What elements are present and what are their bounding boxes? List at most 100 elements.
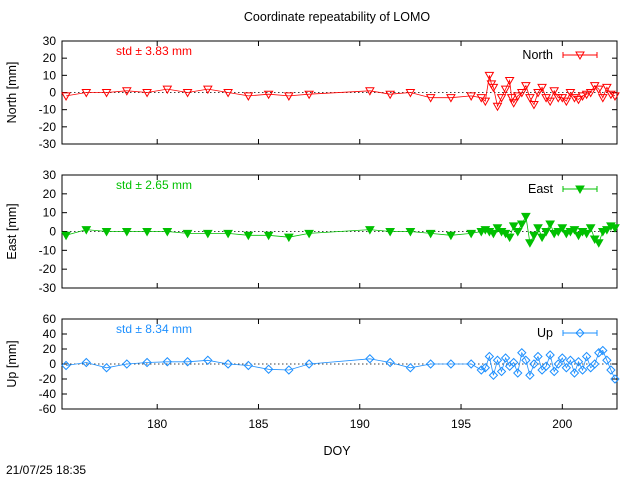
data-point xyxy=(525,370,535,380)
data-point xyxy=(182,89,193,98)
data-point xyxy=(602,83,612,93)
data-point xyxy=(593,239,604,248)
data-point xyxy=(476,365,486,375)
data-point xyxy=(508,99,519,108)
x-tick-label: 185 xyxy=(248,417,268,431)
data-point xyxy=(516,89,527,98)
data-point xyxy=(162,357,173,367)
y-tick-label: 40 xyxy=(43,327,57,341)
data-point xyxy=(585,224,596,233)
data-point xyxy=(283,92,294,101)
data-point xyxy=(533,224,543,233)
data-point xyxy=(243,231,254,241)
y-tick-label: -10 xyxy=(39,103,57,117)
data-point xyxy=(492,102,503,112)
data-point xyxy=(508,222,519,231)
x-axis-label: DOY xyxy=(323,444,351,458)
chart-panels: -30 -20 -10 0 10 20 30 North [mm] std ± 3.83 mm N… xyxy=(5,34,620,431)
data-point xyxy=(520,212,531,222)
data-point xyxy=(405,228,416,237)
data-point xyxy=(466,92,477,101)
data-point xyxy=(521,355,531,365)
data-point xyxy=(182,357,193,367)
y-tick-label: 0 xyxy=(49,86,56,100)
data-point xyxy=(525,94,535,103)
data-point xyxy=(585,89,596,98)
data-point xyxy=(537,83,547,93)
data-point xyxy=(513,368,523,378)
data-point xyxy=(545,220,556,229)
data-point xyxy=(425,229,436,239)
data-point xyxy=(121,87,132,96)
data-point xyxy=(466,359,476,369)
data-point xyxy=(425,94,436,103)
data-point xyxy=(533,351,543,362)
data-point xyxy=(203,355,213,365)
x-tick-label: 180 xyxy=(147,417,167,431)
data-point xyxy=(529,231,539,241)
data-point xyxy=(610,374,620,384)
data-point xyxy=(263,90,274,100)
data-point xyxy=(304,90,314,100)
y-tick-label: -30 xyxy=(39,281,57,295)
data-point xyxy=(512,92,523,101)
y-tick-label: -40 xyxy=(39,387,57,401)
data-point xyxy=(263,231,274,241)
data-point xyxy=(202,85,213,95)
data-point xyxy=(263,364,274,374)
data-point xyxy=(594,348,604,358)
data-point xyxy=(575,51,585,61)
data-point xyxy=(425,359,436,369)
std-annotation: std ± 3.83 mm xyxy=(116,44,192,58)
data-point xyxy=(504,233,515,243)
data-point xyxy=(480,363,491,373)
series-line xyxy=(66,75,616,108)
data-point xyxy=(610,92,620,101)
data-point xyxy=(606,365,616,375)
data-point xyxy=(142,357,152,368)
data-point xyxy=(304,359,314,369)
data-point xyxy=(488,229,499,239)
data-point xyxy=(581,90,592,100)
data-point xyxy=(525,239,535,248)
data-point xyxy=(565,89,576,98)
data-point xyxy=(365,226,375,235)
data-point xyxy=(223,89,233,98)
data-point xyxy=(223,229,233,239)
data-point xyxy=(602,226,612,235)
data-point xyxy=(602,355,612,365)
data-point xyxy=(284,365,294,375)
y-tick-label: 10 xyxy=(43,206,57,220)
data-point xyxy=(446,231,456,241)
chart-title: Coordinate repeatability of LOMO xyxy=(244,10,430,24)
data-point xyxy=(488,83,499,93)
data-point xyxy=(545,97,556,107)
data-point xyxy=(61,92,71,101)
data-point xyxy=(577,92,588,101)
data-point xyxy=(553,94,564,103)
data-point xyxy=(182,229,193,239)
data-point xyxy=(573,95,584,105)
data-point xyxy=(484,351,495,362)
data-point xyxy=(101,363,112,373)
data-point xyxy=(537,233,547,243)
data-point xyxy=(142,89,152,98)
data-point xyxy=(304,229,314,239)
y-tick-label: -60 xyxy=(39,402,57,416)
data-point xyxy=(553,359,563,369)
std-annotation: std ± 8.34 mm xyxy=(116,322,192,336)
y-tick-label: 30 xyxy=(43,34,57,48)
data-point xyxy=(610,224,620,233)
data-point xyxy=(512,228,523,237)
data-point xyxy=(61,231,71,241)
data-point xyxy=(492,355,503,365)
data-point xyxy=(365,87,375,96)
x-tick-label: 190 xyxy=(350,417,370,431)
x-tick-label: 195 xyxy=(451,417,471,431)
data-point xyxy=(405,363,416,373)
data-point xyxy=(541,228,551,237)
data-point xyxy=(202,229,213,239)
data-point xyxy=(500,353,511,363)
data-point xyxy=(561,97,572,107)
